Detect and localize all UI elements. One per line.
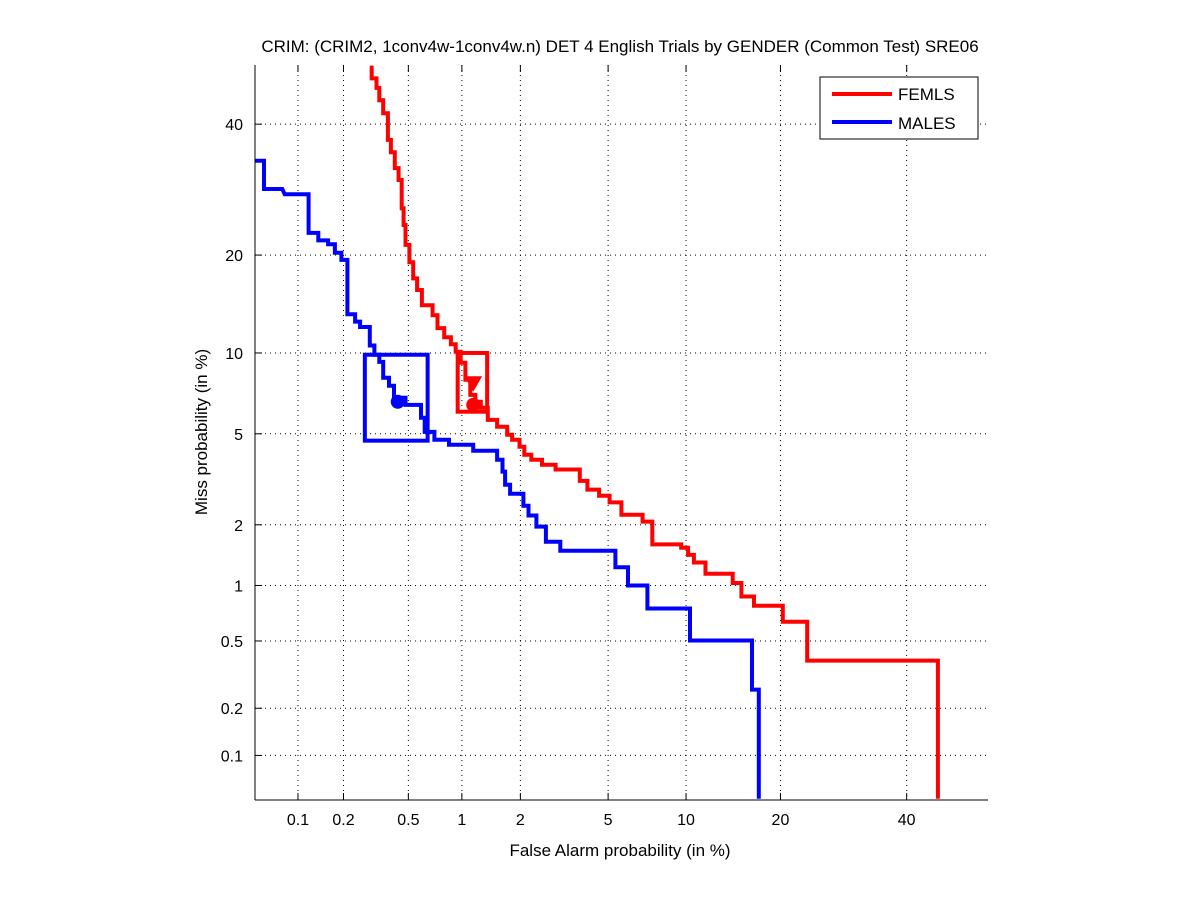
y-tick-label: 5 [234, 427, 243, 444]
act-dcf-marker-femls [464, 376, 483, 392]
det-curve-males [255, 158, 761, 799]
x-tick-label: 0.5 [397, 812, 419, 829]
axes [254, 65, 988, 801]
y-tick-label: 0.1 [221, 748, 243, 765]
x-tick-label: 0.1 [287, 812, 309, 829]
confidence-box-males [362, 352, 430, 443]
chart-title: CRIM: (CRIM2, 1conv4w-1conv4w.n) DET 4 E… [261, 37, 978, 56]
min-dcf-marker-femls [466, 397, 481, 412]
legend-label-males: MALES [898, 114, 956, 133]
y-tick-label: 40 [225, 117, 243, 134]
plot-area [255, 65, 988, 800]
legend-box [819, 76, 979, 140]
x-tick-label: 2 [516, 812, 525, 829]
y-tick-label: 10 [225, 346, 243, 363]
y-tick-label: 1 [234, 578, 243, 595]
y-axis-title: Miss probability (in %) [192, 349, 211, 515]
y-tick-label: 20 [225, 248, 243, 265]
x-tick-label: 5 [604, 812, 613, 829]
x-tick-label: 1 [457, 812, 466, 829]
x-axis-title: False Alarm probability (in %) [509, 841, 730, 860]
x-tick-label: 20 [772, 812, 790, 829]
y-tick-label: 2 [234, 518, 243, 535]
legend-label-femls: FEMLS [898, 85, 955, 104]
x-tick-label: 10 [677, 812, 695, 829]
series-layer [255, 65, 940, 799]
ticks: 0.1 0.2 0.5 1 2 5 10 20 40 0.1 0.2 0.5 1 2 5 10 20 40 [221, 65, 916, 829]
y-tick-label: 0.2 [221, 701, 243, 718]
y-tick-label: 0.5 [221, 634, 243, 651]
legend: FEMLS MALES [819, 76, 979, 140]
det-curve-femls [369, 65, 940, 799]
x-tick-label: 0.2 [332, 812, 354, 829]
x-tick-label: 40 [898, 812, 916, 829]
min-dcf-marker-males [390, 394, 405, 409]
